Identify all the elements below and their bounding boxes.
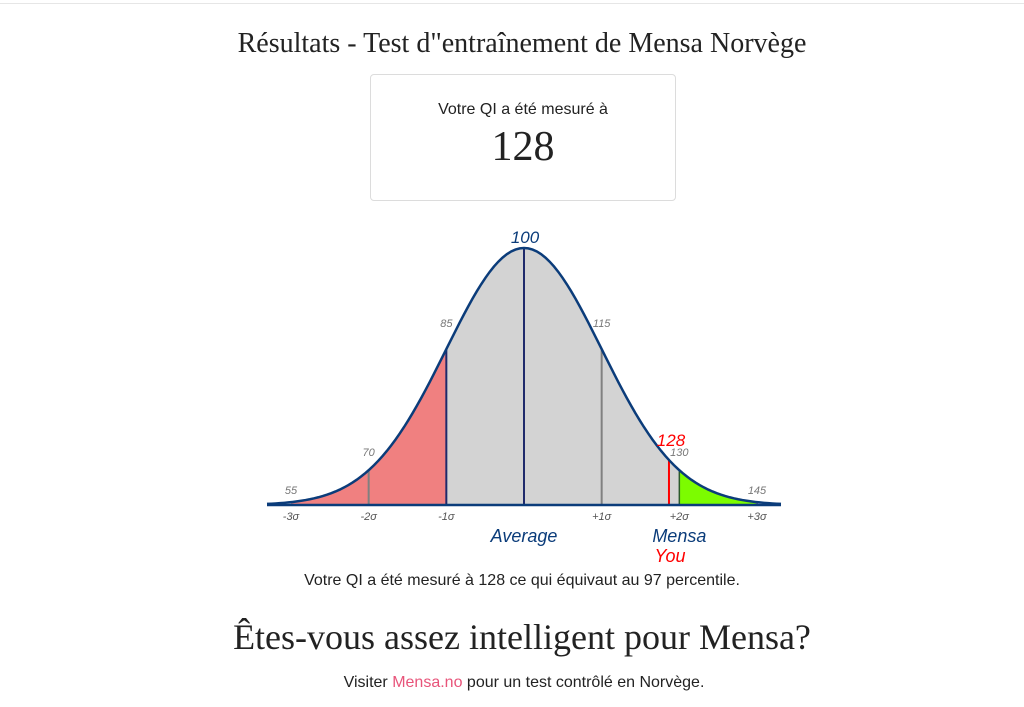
you-label: You [654, 546, 685, 566]
iq-distribution-chart: 55 70 85 100 115 130 145 -3σ -2σ -1σ +1σ +2σ +3σ 128 A… [266, 228, 782, 566]
tick-label-130: 130 [670, 447, 689, 459]
below-average-region [291, 349, 447, 505]
sigma-label: +3σ [747, 511, 767, 523]
tick-label-100: 100 [511, 228, 540, 247]
mensa-link[interactable]: Mensa.no [392, 674, 463, 691]
top-divider [0, 3, 1024, 4]
sigma-label: +1σ [592, 511, 612, 523]
sigma-label: +2σ [670, 511, 690, 523]
tick-label-55: 55 [285, 485, 298, 497]
percentile-text: Votre QI a été mesuré à 128 ce qui équiv… [304, 572, 740, 589]
visit-suffix: pour un test contrôlé en Norvège. [462, 674, 705, 691]
tick-label-145: 145 [748, 485, 767, 497]
mensa-label: Mensa [652, 526, 706, 546]
mensa-region [679, 470, 757, 505]
you-score-label: 128 [657, 431, 686, 450]
page-title: Résultats - Test d"entraînement de Mensa… [237, 28, 807, 59]
result-card: Votre QI a été mesuré à 128 [370, 74, 676, 201]
iq-score: 128 [491, 124, 555, 170]
sigma-label: -3σ [283, 511, 300, 523]
average-label: Average [490, 526, 558, 546]
visit-line: Visiter Mensa.no pour un test contrôlé e… [0, 674, 1024, 692]
sigma-label: -2σ [360, 511, 377, 523]
tick-label-85: 85 [440, 318, 453, 330]
bell-curve-line [266, 246, 782, 506]
tick-label-115: 115 [593, 318, 611, 330]
mensa-question-heading: Êtes-vous assez intelligent pour Mensa? [233, 617, 811, 657]
tick-label-70: 70 [363, 447, 376, 459]
result-label: Votre QI a été mesuré à [438, 101, 608, 118]
visit-prefix: Visiter [343, 674, 393, 691]
sigma-label: -1σ [438, 511, 455, 523]
